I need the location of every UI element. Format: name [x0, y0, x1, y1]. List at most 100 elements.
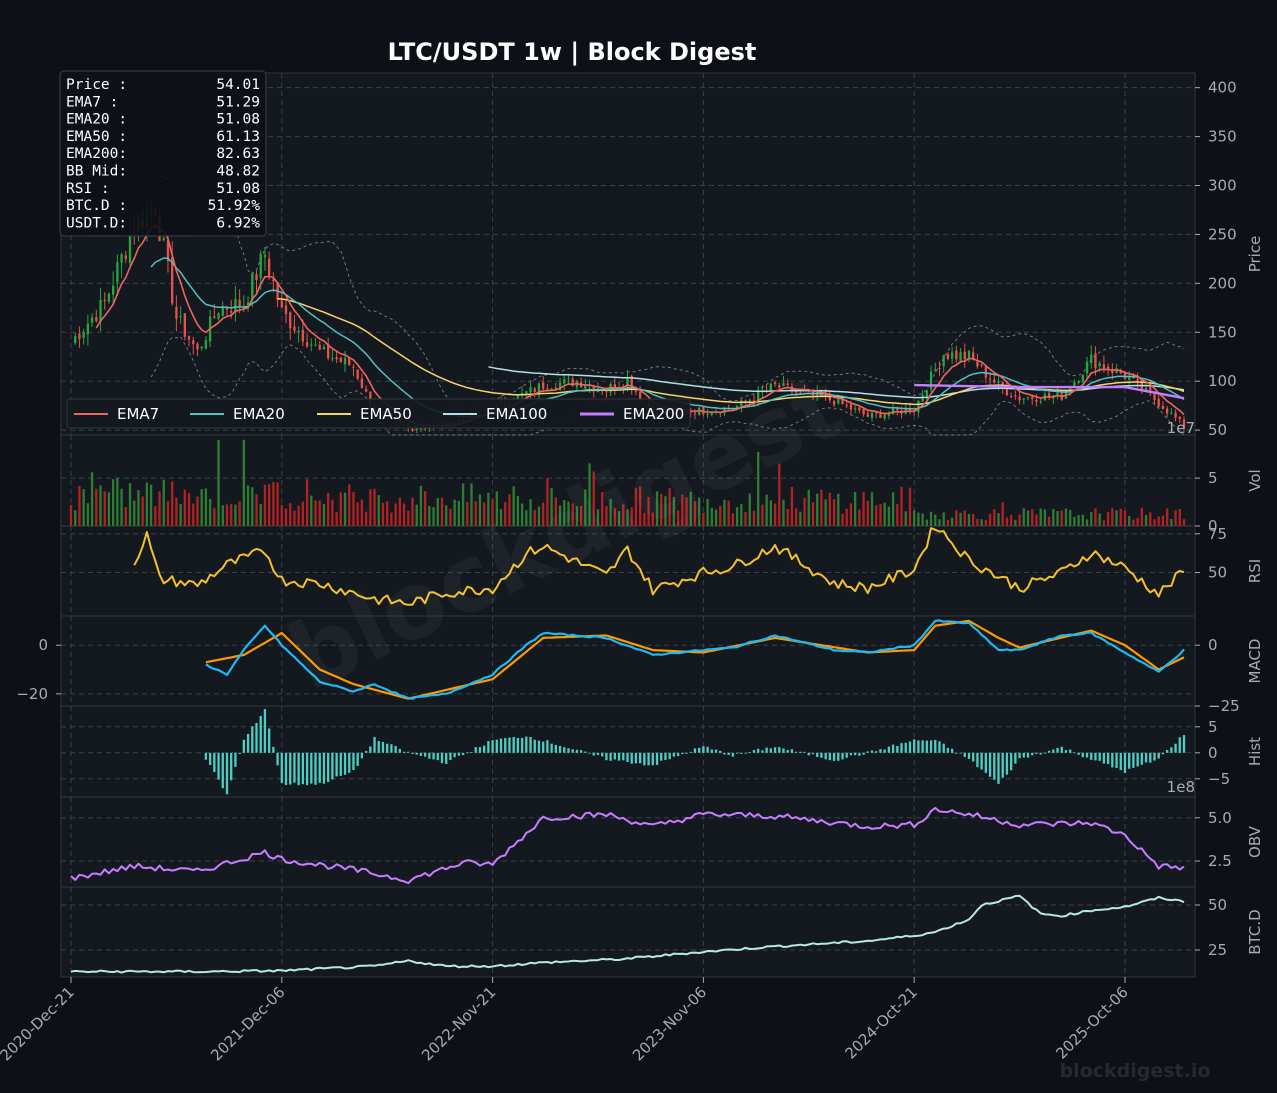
volume-bar — [204, 488, 208, 526]
histogram-bar — [811, 752, 815, 755]
histogram-bar — [575, 749, 579, 753]
volume-bar — [579, 505, 583, 526]
volume-bar — [272, 481, 275, 526]
y-tick-label-macd-left: −20 — [16, 685, 48, 703]
histogram-bar — [251, 726, 254, 753]
candle-body — [866, 413, 869, 417]
candle-body — [925, 390, 928, 397]
histogram-bar — [1119, 752, 1122, 771]
histogram-bar — [499, 738, 503, 753]
histogram-bar — [727, 752, 730, 756]
volume-bar — [483, 502, 486, 526]
info-label: USDT.D: — [66, 215, 127, 231]
candle-body — [213, 316, 216, 318]
histogram-bar — [550, 743, 553, 753]
histogram-bar — [1056, 747, 1059, 753]
candle-body — [284, 305, 288, 315]
y-tick-label-hist: −5 — [1208, 770, 1230, 788]
volume-bar — [149, 484, 153, 526]
candle-body — [1170, 412, 1173, 414]
info-value: 6.92% — [216, 215, 260, 231]
volume-bar — [824, 499, 827, 526]
histogram-bar — [820, 752, 823, 758]
candle-body — [335, 357, 338, 360]
histogram-bar — [310, 752, 313, 784]
volume-bar — [360, 499, 364, 526]
histogram-bar — [849, 752, 853, 756]
histogram-bar — [322, 752, 326, 784]
volume-bar — [655, 491, 659, 526]
histogram-bar — [348, 752, 351, 773]
volume-bar — [706, 498, 709, 526]
candle-body — [752, 400, 756, 402]
histogram-bar — [470, 752, 473, 753]
candle-body — [917, 400, 920, 413]
candle-body — [542, 382, 545, 389]
histogram-bar — [698, 747, 701, 753]
histogram-bar — [613, 752, 617, 760]
legend-frame — [66, 398, 691, 429]
volume-bar — [841, 513, 844, 526]
obv-line — [70, 806, 1185, 885]
volume-bar — [698, 497, 701, 526]
candle-body — [967, 350, 971, 358]
volume-bar — [1106, 511, 1110, 526]
histogram-bar — [520, 737, 524, 753]
candle-body — [419, 428, 423, 430]
candle-body — [567, 378, 570, 380]
candle-body — [128, 235, 132, 263]
histogram-bar — [525, 736, 528, 753]
histogram-bar — [828, 752, 832, 761]
volume-bar — [934, 514, 937, 526]
candle-body — [255, 274, 258, 281]
histogram-bar — [908, 741, 912, 753]
info-label: EMA20 : — [66, 112, 127, 128]
histogram-bar — [259, 715, 262, 753]
histogram-bar — [204, 752, 208, 760]
histogram-bar — [887, 746, 891, 753]
histogram-bar — [1140, 752, 1143, 765]
histogram-bar — [1102, 752, 1106, 764]
candle-body — [613, 384, 617, 390]
info-value: 48.82 — [216, 164, 260, 180]
histogram-bar — [1026, 752, 1030, 758]
volume-bar — [533, 509, 536, 526]
volume-bar — [449, 508, 452, 526]
volume-bar — [318, 500, 321, 526]
histogram-bar — [213, 752, 216, 773]
histogram-bar — [870, 750, 874, 753]
volume-bar — [166, 501, 170, 526]
volume-bar — [1153, 519, 1156, 526]
histogram-bar — [466, 752, 469, 754]
histogram-bar — [428, 752, 431, 759]
candle-body — [82, 332, 85, 338]
volume-bar — [200, 489, 203, 526]
volume-bar — [693, 501, 697, 526]
histogram-bar — [546, 740, 549, 753]
candle-body — [1119, 370, 1122, 374]
histogram-bar — [862, 752, 865, 755]
volume-bar — [133, 500, 136, 526]
candle-body — [782, 383, 785, 387]
volume-bar — [731, 513, 735, 526]
volume-bar — [567, 501, 570, 526]
volume-bar — [955, 510, 958, 526]
candle-body — [988, 378, 992, 380]
info-label: BTC.D : — [66, 198, 127, 214]
candle-body — [950, 352, 954, 359]
histogram-bar — [786, 749, 789, 753]
volume-bar — [891, 492, 895, 526]
candle-body — [963, 351, 966, 360]
candle-body — [845, 404, 848, 406]
volume-bar — [428, 505, 431, 526]
y-axis-label-macd: MACD — [1246, 639, 1264, 684]
y-axis-label-btcd: BTC.D — [1246, 909, 1264, 954]
histogram-bar — [516, 737, 520, 753]
volume-bar — [921, 513, 924, 526]
volume-bar — [1144, 515, 1148, 526]
histogram-bar — [655, 752, 659, 765]
volume-bar — [234, 504, 237, 526]
histogram-bar — [643, 752, 646, 766]
candle-body — [634, 391, 638, 393]
volume-bar — [192, 503, 195, 526]
